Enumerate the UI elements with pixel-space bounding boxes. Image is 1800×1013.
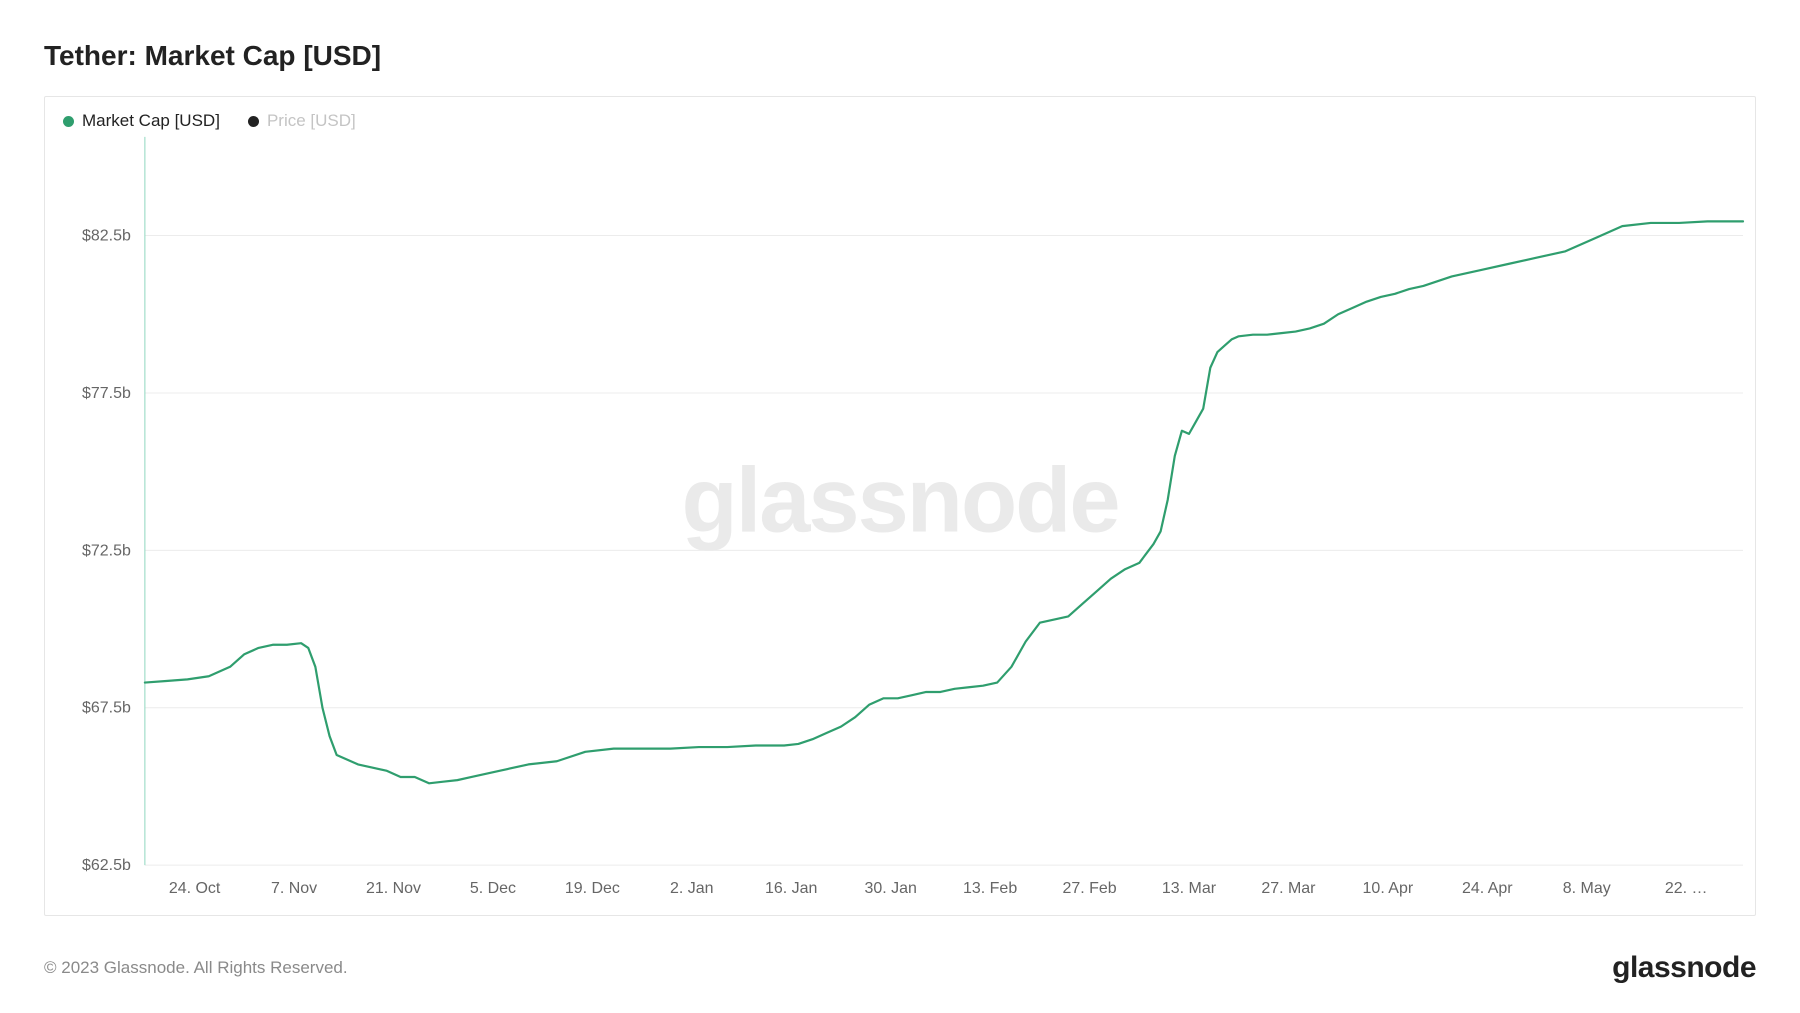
svg-text:$77.5b: $77.5b — [82, 385, 131, 402]
svg-text:27. Mar: 27. Mar — [1261, 880, 1316, 897]
svg-text:$67.5b: $67.5b — [82, 700, 131, 717]
brand-logo-text: glassnode — [1612, 951, 1756, 985]
svg-text:8. May: 8. May — [1563, 880, 1611, 897]
svg-text:22. …: 22. … — [1665, 880, 1708, 897]
svg-text:19. Dec: 19. Dec — [565, 880, 620, 897]
svg-text:13. Feb: 13. Feb — [963, 880, 1017, 897]
svg-text:24. Apr: 24. Apr — [1462, 880, 1513, 897]
chart-frame: Market Cap [USD] Price [USD] glassnode $… — [44, 96, 1756, 916]
page-root: Tether: Market Cap [USD] Market Cap [USD… — [0, 0, 1800, 1013]
svg-text:10. Apr: 10. Apr — [1363, 880, 1414, 897]
chart-title: Tether: Market Cap [USD] — [44, 40, 1756, 72]
svg-text:27. Feb: 27. Feb — [1062, 880, 1116, 897]
svg-text:24. Oct: 24. Oct — [169, 880, 221, 897]
svg-text:7. Nov: 7. Nov — [271, 880, 317, 897]
svg-text:$82.5b: $82.5b — [82, 228, 131, 245]
footer: © 2023 Glassnode. All Rights Reserved. g… — [44, 951, 1756, 985]
svg-text:30. Jan: 30. Jan — [864, 880, 916, 897]
svg-text:13. Mar: 13. Mar — [1162, 880, 1217, 897]
chart-svg: $62.5b $67.5b $72.5b $77.5b $82.5b 24. Oct 7. … — [45, 97, 1755, 915]
svg-text:21. Nov: 21. Nov — [366, 880, 421, 897]
svg-text:5. Dec: 5. Dec — [470, 880, 516, 897]
chart-plot-area[interactable]: $62.5b $67.5b $72.5b $77.5b $82.5b 24. Oct 7. … — [45, 97, 1755, 915]
svg-text:$72.5b: $72.5b — [82, 542, 131, 559]
svg-text:2. Jan: 2. Jan — [670, 880, 714, 897]
copyright-text: © 2023 Glassnode. All Rights Reserved. — [44, 958, 348, 978]
svg-text:16. Jan: 16. Jan — [765, 880, 817, 897]
svg-text:$62.5b: $62.5b — [82, 857, 131, 874]
